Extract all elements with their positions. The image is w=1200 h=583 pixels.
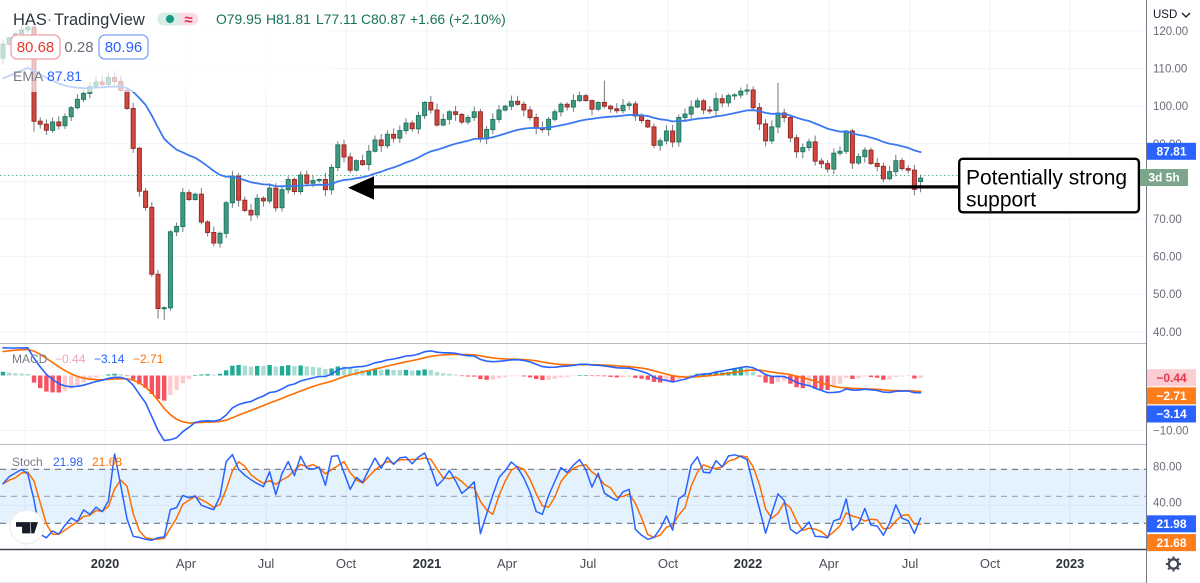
svg-text:L77.11: L77.11 — [316, 11, 358, 27]
svg-text:EMA: EMA — [13, 68, 44, 84]
svg-text:Stoch: Stoch — [12, 455, 43, 469]
svg-text:Jul: Jul — [902, 556, 919, 571]
svg-text:MACD: MACD — [12, 352, 48, 366]
svg-text:87.81: 87.81 — [1156, 145, 1186, 159]
svg-text:·: · — [47, 11, 52, 28]
svg-text:21.68: 21.68 — [92, 455, 122, 469]
svg-text:120.00: 120.00 — [1153, 26, 1188, 38]
svg-text:TradingView: TradingView — [54, 11, 145, 29]
svg-text:2021: 2021 — [413, 556, 441, 571]
svg-text:−3.14: −3.14 — [1156, 407, 1187, 421]
svg-text:≈: ≈ — [184, 12, 192, 29]
svg-text:−10.00: −10.00 — [1153, 426, 1189, 438]
svg-text:−0.44: −0.44 — [55, 352, 86, 366]
svg-text:21.98: 21.98 — [1156, 517, 1186, 531]
svg-text:HAS: HAS — [13, 11, 47, 29]
svg-text:Jul: Jul — [258, 556, 275, 571]
svg-text:−3.14: −3.14 — [94, 352, 125, 366]
svg-text:0.28: 0.28 — [64, 39, 93, 56]
svg-text:80.68: 80.68 — [17, 39, 55, 56]
svg-text:80.00: 80.00 — [1153, 461, 1182, 473]
svg-text:H81.81: H81.81 — [266, 11, 311, 27]
svg-text:USD: USD — [1153, 9, 1177, 21]
svg-text:100.00: 100.00 — [1153, 101, 1188, 113]
svg-text:Potentially strong: Potentially strong — [966, 167, 1127, 190]
svg-text:−2.71: −2.71 — [1156, 389, 1187, 403]
svg-text:2022: 2022 — [734, 556, 762, 571]
svg-text:Jul: Jul — [580, 556, 597, 571]
svg-text:−2.71: −2.71 — [133, 352, 164, 366]
svg-text:+1.66 (+2.10%): +1.66 (+2.10%) — [410, 11, 506, 27]
svg-text:40.00: 40.00 — [1153, 497, 1182, 509]
svg-text:support: support — [966, 189, 1036, 212]
svg-text:Oct: Oct — [980, 556, 1001, 571]
svg-text:O79.95: O79.95 — [216, 11, 262, 27]
svg-text:87.81: 87.81 — [47, 68, 82, 84]
svg-text:2020: 2020 — [91, 556, 119, 571]
svg-text:Oct: Oct — [336, 556, 357, 571]
svg-text:21.98: 21.98 — [53, 455, 83, 469]
svg-text:Apr: Apr — [176, 556, 197, 571]
svg-text:Apr: Apr — [497, 556, 518, 571]
svg-text:70.00: 70.00 — [1153, 214, 1182, 226]
svg-text:−0.44: −0.44 — [1156, 371, 1187, 385]
svg-text:Apr: Apr — [819, 556, 840, 571]
svg-text:Oct: Oct — [658, 556, 679, 571]
svg-text:110.00: 110.00 — [1153, 64, 1187, 76]
svg-text:60.00: 60.00 — [1153, 252, 1182, 264]
svg-text:40.00: 40.00 — [1153, 327, 1182, 339]
svg-text:21.68: 21.68 — [1156, 536, 1186, 550]
svg-text:C80.87: C80.87 — [361, 11, 406, 27]
svg-text:80.96: 80.96 — [105, 39, 143, 56]
svg-text:50.00: 50.00 — [1153, 289, 1182, 301]
svg-text:2023: 2023 — [1056, 556, 1084, 571]
svg-text:3d 5h: 3d 5h — [1148, 171, 1179, 185]
